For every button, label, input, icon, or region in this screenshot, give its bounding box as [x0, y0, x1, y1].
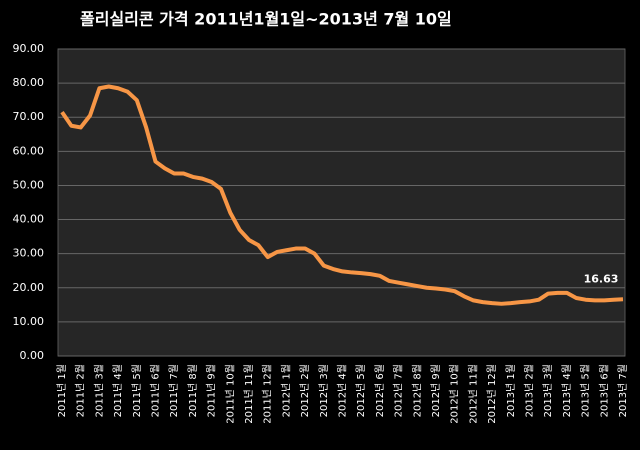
- x-tick-label: 2011년 8월: [187, 364, 199, 417]
- y-tick-label: 70.00: [13, 110, 45, 123]
- x-tick-label: 2012년 3월: [318, 364, 330, 417]
- x-tick-label: 2013년 7월: [617, 364, 629, 417]
- x-tick-label: 2011년 6월: [150, 364, 162, 417]
- x-tick-label: 2013년 4월: [561, 364, 573, 417]
- x-tick-label: 2011년 1월: [56, 364, 68, 417]
- data-label: 16.63: [584, 272, 619, 285]
- x-tick-label: 2011년 5월: [131, 364, 143, 417]
- x-tick-label: 2013년 5월: [580, 364, 592, 417]
- y-tick-label: 40.00: [13, 213, 45, 226]
- x-tick-label: 2012년 2월: [299, 364, 311, 417]
- y-tick-label: 10.00: [13, 315, 45, 328]
- x-tick-label: 2011년 7월: [168, 364, 180, 417]
- x-tick-label: 2013년 2월: [524, 364, 536, 417]
- y-tick-label: 60.00: [13, 144, 45, 157]
- x-tick-label: 2011년 11월: [243, 364, 255, 424]
- x-tick-label: 2013년 3월: [542, 364, 554, 417]
- x-tick-label: 2012년 12월: [486, 364, 498, 424]
- x-tick-label: 2012년 9월: [430, 364, 442, 417]
- x-tick-label: 2012년 1월: [280, 364, 292, 417]
- x-tick-label: 2012년 6월: [374, 364, 386, 417]
- chart-title: 폴리실리콘 가격 2011년1월1일~2013년 7월 10일: [80, 10, 452, 29]
- x-tick-label: 2012년 10월: [449, 364, 461, 424]
- x-tick-label: 2012년 11월: [467, 364, 479, 424]
- y-tick-label: 50.00: [13, 178, 45, 191]
- y-tick-label: 20.00: [13, 281, 45, 294]
- x-tick-label: 2011년 4월: [112, 364, 124, 417]
- y-tick-label: 30.00: [13, 247, 45, 260]
- line: [60, 84, 624, 306]
- x-tick-label: 2013년 1월: [505, 364, 517, 417]
- x-tick-label: 2012년 4월: [337, 364, 349, 417]
- y-tick-label: 80.00: [13, 76, 45, 89]
- x-tick-label: 2011년 9월: [206, 364, 218, 417]
- x-tick-label: 2011년 2월: [75, 364, 87, 417]
- x-tick-label: 2012년 5월: [355, 364, 367, 417]
- x-tick-label: 2011년 10월: [224, 364, 236, 424]
- x-tick-label: 2012년 8월: [411, 364, 423, 417]
- x-tick-label: 2013년 6월: [598, 364, 610, 417]
- x-tick-label: 2011년 3월: [93, 364, 105, 417]
- plot-area: [57, 48, 626, 357]
- x-tick-label: 2011년 12월: [262, 364, 274, 424]
- y-tick-label: 0.00: [20, 349, 45, 362]
- x-tick-label: 2012년 7월: [393, 364, 405, 417]
- y-tick-label: 90.00: [13, 42, 45, 55]
